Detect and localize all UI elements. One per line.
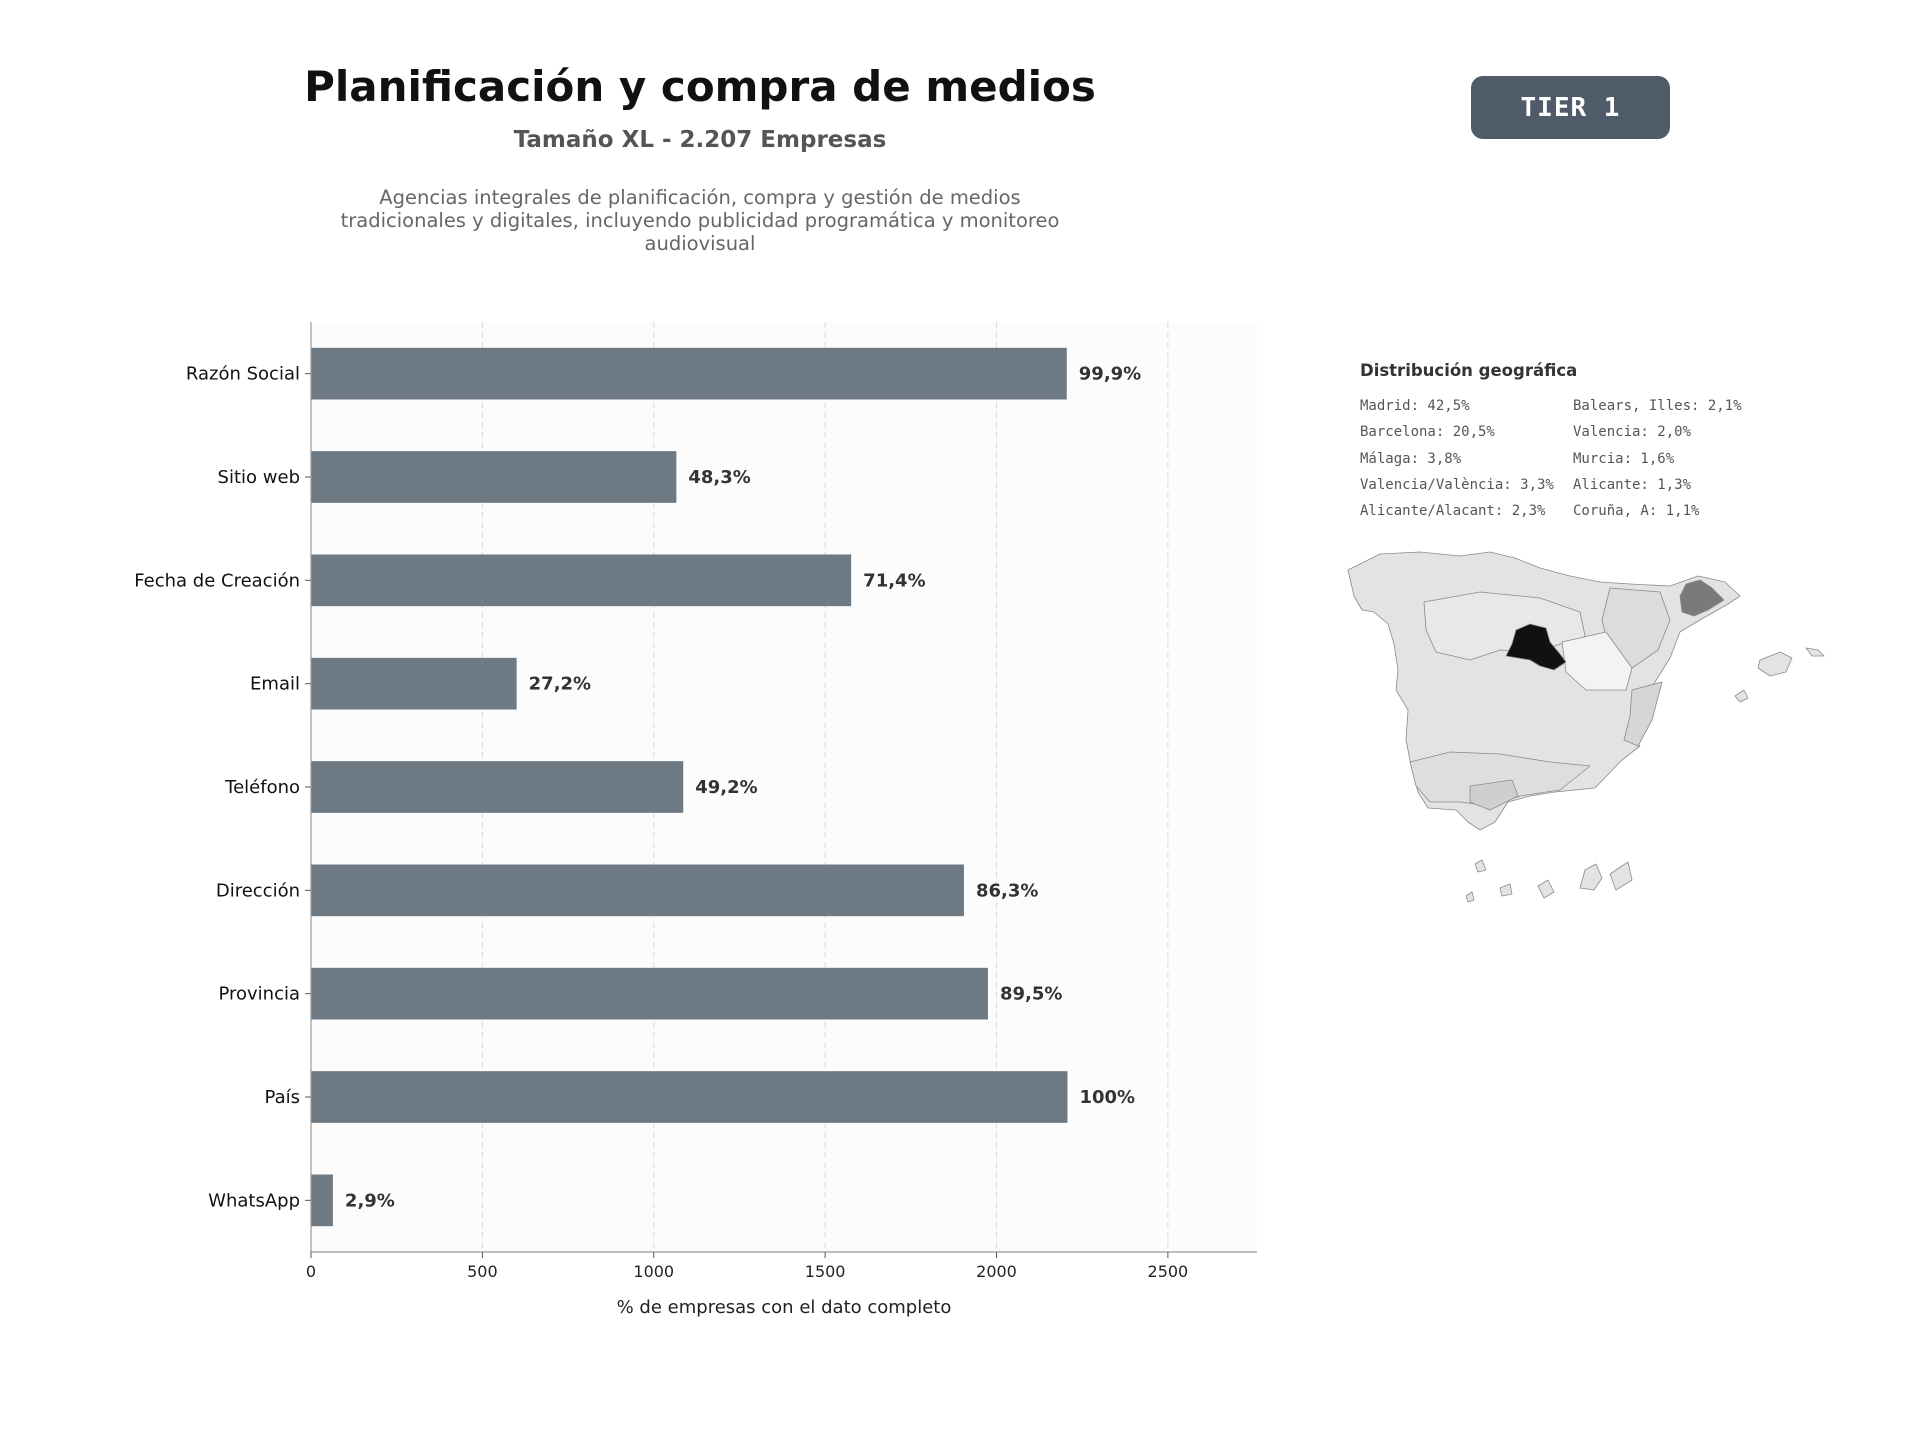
bar [311,1174,333,1227]
x-tick-label: 0 [306,1262,316,1281]
data-label: 49,2% [695,777,757,798]
data-label: 2,9% [345,1190,395,1211]
bar [311,761,684,813]
geo-title: Distribución geográfica [1360,361,1578,380]
bars: Razón Social 99,9% Sitio web 48,3% Fecha de … [134,347,1141,1227]
bar [311,1071,1068,1123]
y-tick-label: WhatsApp [208,1190,300,1211]
bar [311,347,1067,400]
data-label: 100% [1079,1087,1135,1108]
data-label: 27,2% [529,674,591,695]
bar [311,657,517,710]
bar [311,554,852,607]
bar-chart: Razón Social 99,9% Sitio web 48,3% Fecha de … [134,322,1257,1318]
y-tick-label: Provincia [218,984,300,1005]
map-region-barcelona [1679,579,1725,617]
data-label: 99,9% [1079,364,1141,385]
map-region-malaga [1469,779,1519,811]
y-tick-label: Fecha de Creación [134,570,300,591]
geo-item: Málaga: 3,8% [1360,450,1462,467]
data-label: 48,3% [688,467,750,488]
geo-item: Coruña, A: 1,1% [1573,503,1700,520]
sector-description: Agencias integrales de planificación, co… [340,186,1060,255]
geo-item: Balears, Illes: 2,1% [1573,398,1742,414]
page-subtitle: Tamaño XL - 2.207 Empresas [513,127,887,153]
geo-item: Valencia/València: 3,3% [1360,476,1554,493]
map-canary-5 [1474,859,1487,873]
x-ticks: 0 500 1000 1500 2000 2500 [306,1252,1188,1281]
spain-map [1347,551,1825,903]
x-axis-label: % de empresas con el dato completo [617,1297,952,1318]
y-tick-label: Razón Social [186,364,300,385]
map-canary-3 [1537,879,1555,899]
map-canary-1 [1579,863,1603,891]
x-tick-label: 500 [467,1262,498,1281]
geo-item: Valencia: 2,0% [1573,424,1692,441]
geo-item: Barcelona: 20,5% [1360,424,1495,441]
x-tick-label: 1000 [633,1262,674,1281]
map-region-madrid [1505,623,1567,671]
data-label: 89,5% [1000,984,1062,1005]
map-region-valencia [1623,681,1663,747]
bar [311,967,988,1020]
map-balearic-ibiza [1734,689,1749,703]
y-tick-label: Email [250,674,300,695]
geo-item: Alicante: 1,3% [1573,476,1692,493]
page-title: Planificación y compra de medios [304,62,1096,111]
map-canary-6 [1465,891,1475,903]
x-tick-label: 1500 [805,1262,846,1281]
map-region-andalucia [1409,751,1591,807]
geo-distribution-list: Madrid: 42,5% Barcelona: 20,5% Málaga: 3,8… [1360,398,1800,529]
geo-item: Murcia: 1,6% [1573,450,1675,467]
y-tick-label: País [265,1087,300,1108]
bar [311,864,964,917]
tier-badge: TIER 1 [1471,76,1670,139]
map-canary-2 [1609,861,1633,891]
map-balearic-mallorca [1757,651,1793,677]
x-tick-label: 2500 [1148,1262,1189,1281]
map-canary-4 [1499,883,1513,897]
data-label: 86,3% [976,880,1038,901]
map-region-aragon [1601,587,1671,669]
bar [311,451,677,503]
data-label: 71,4% [863,570,925,591]
y-tick-label: Teléfono [224,777,300,798]
map-balearic-menorca [1805,647,1825,657]
geo-item: Alicante/Alacant: 2,3% [1360,503,1546,520]
x-tick-label: 2000 [976,1262,1017,1281]
geo-item: Madrid: 42,5% [1360,398,1470,414]
map-region-cuenca [1561,631,1633,691]
y-tick-label: Sitio web [218,467,300,488]
y-tick-label: Dirección [216,880,300,901]
